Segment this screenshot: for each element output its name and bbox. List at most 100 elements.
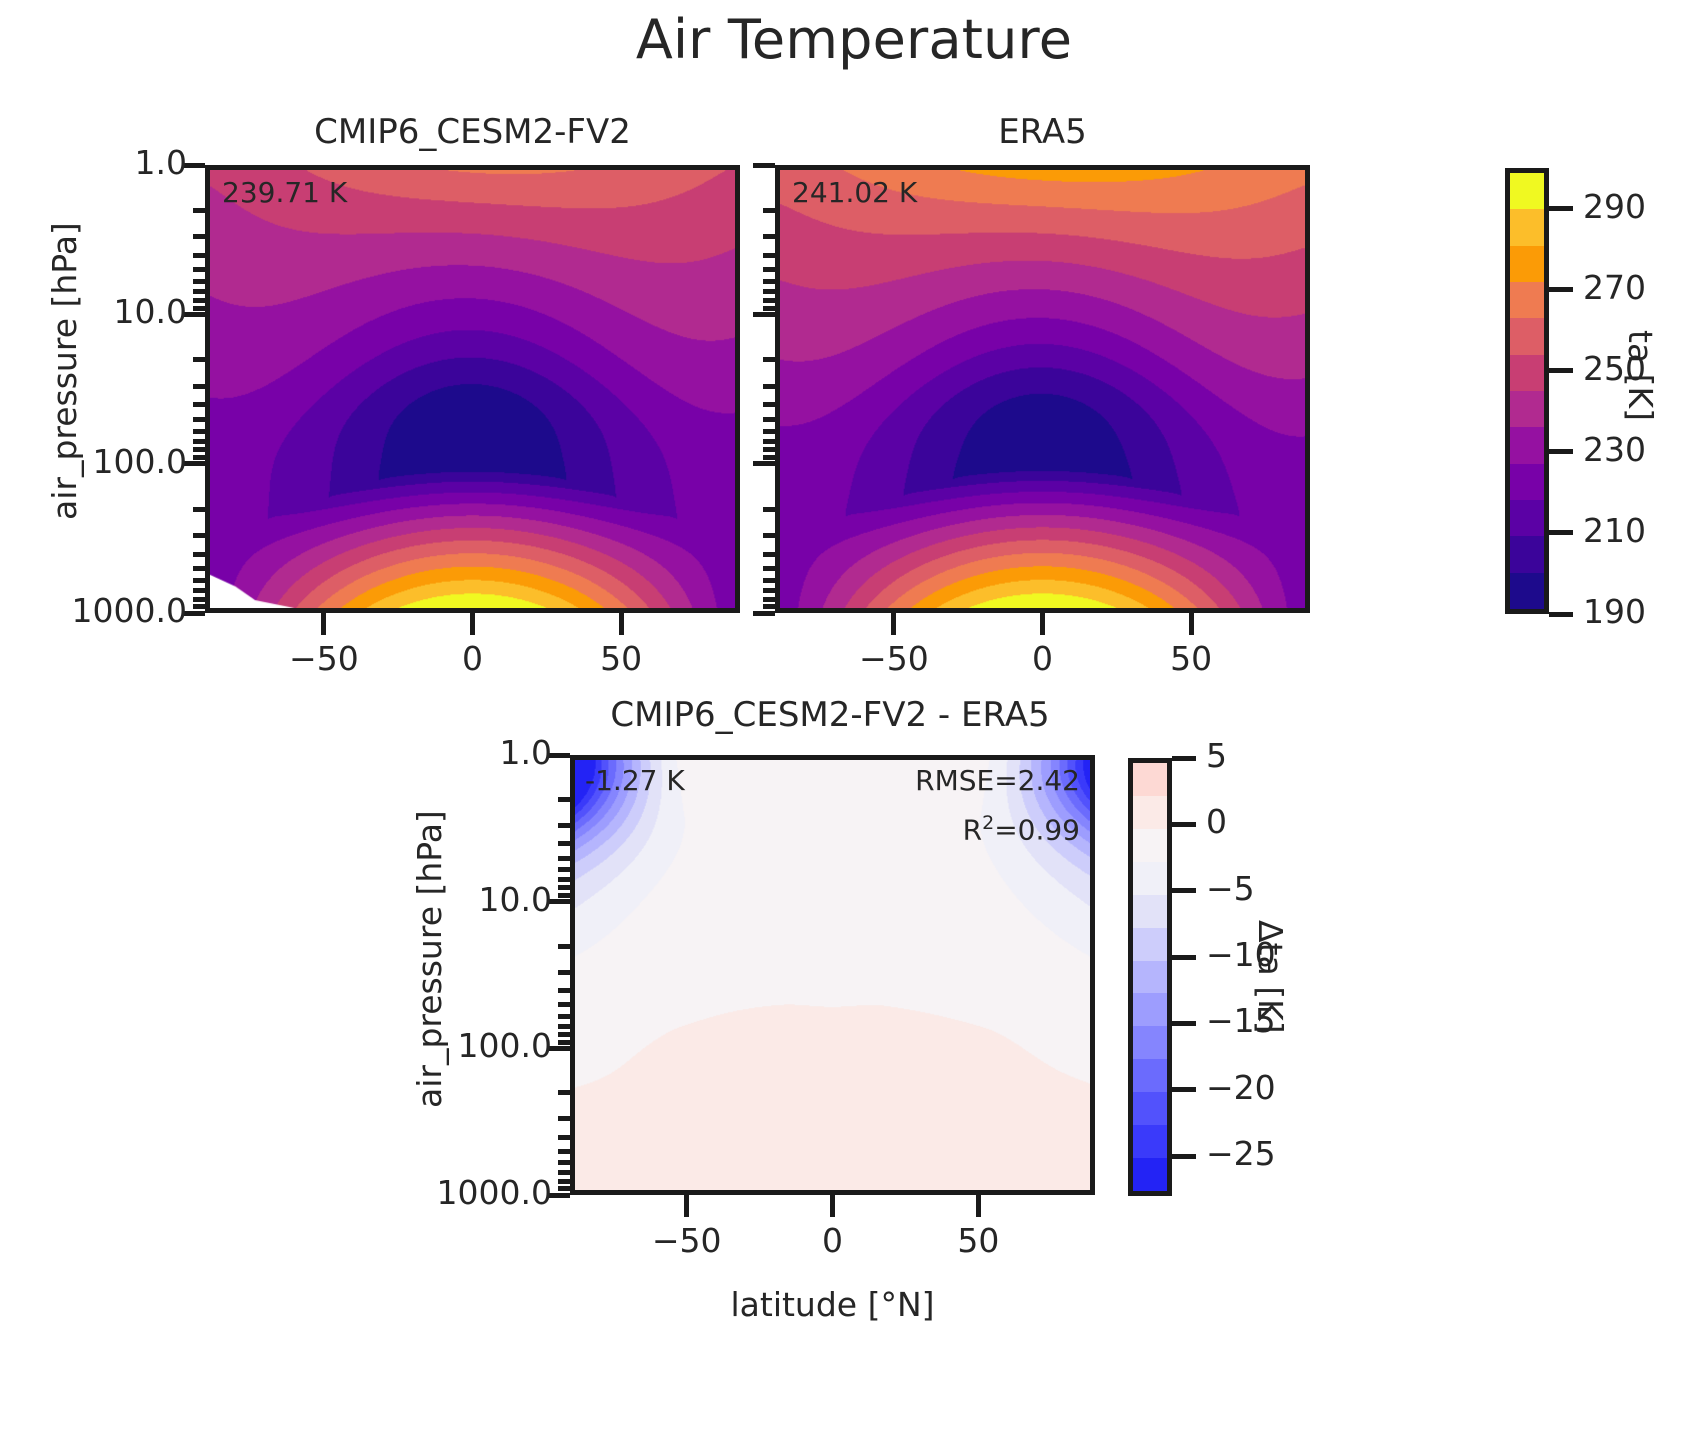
x-ticklabel: −50 xyxy=(289,639,359,678)
major-y-tick xyxy=(753,610,775,616)
x-ticklabel: −50 xyxy=(651,1221,722,1260)
panel-reference-title: ERA5 xyxy=(998,112,1087,152)
minor-y-tick xyxy=(763,357,775,363)
minor-y-tick xyxy=(558,1148,570,1154)
colorbar-ticklabel: −15 xyxy=(1206,1001,1276,1041)
colorbar-segment xyxy=(1133,894,1167,928)
colorbar-segment xyxy=(1510,427,1544,464)
minor-y-tick xyxy=(763,289,775,295)
panel-difference-plot[interactable]: -1.27 K RMSE=2.42 R2=0.99 xyxy=(570,755,1095,1195)
panel-model-title: CMIP6_CESM2-FV2 xyxy=(314,112,631,152)
minor-y-tick xyxy=(193,447,205,453)
major-x-tick xyxy=(1188,613,1194,635)
ta-colorbar-gradient xyxy=(1510,173,1544,609)
colorbar-segment xyxy=(1510,282,1544,319)
x-ticklabel: 0 xyxy=(1032,639,1053,678)
minor-y-tick xyxy=(193,357,205,363)
major-y-tick xyxy=(183,311,205,317)
minor-y-tick xyxy=(763,252,775,258)
x-ticklabel: 50 xyxy=(957,1221,1000,1260)
colorbar-segment xyxy=(1133,1158,1167,1191)
ta-colorbar[interactable] xyxy=(1505,168,1549,614)
minor-y-tick xyxy=(193,402,205,408)
minor-y-tick xyxy=(763,454,775,460)
minor-y-tick xyxy=(763,604,775,610)
x-ticklabel: 0 xyxy=(822,1221,843,1260)
colorbar-segment xyxy=(1133,1059,1167,1093)
dta-colorbar-label: Δta [K] xyxy=(1251,920,1290,1034)
minor-y-tick xyxy=(558,1002,570,1008)
minor-y-tick xyxy=(193,506,205,512)
colorbar-segment xyxy=(1133,1092,1167,1126)
major-y-tick xyxy=(753,162,775,168)
minor-y-tick xyxy=(193,289,205,295)
colorbar-segment xyxy=(1133,861,1167,895)
colorbar-segment xyxy=(1133,927,1167,961)
minor-y-tick xyxy=(763,447,775,453)
minor-y-tick xyxy=(193,428,205,434)
y-ticklabel: 10.0 xyxy=(478,879,552,919)
major-y-tick xyxy=(548,1192,570,1198)
colorbar-segment xyxy=(1133,993,1167,1027)
y-ticklabel: 1.0 xyxy=(134,143,187,182)
minor-y-tick xyxy=(558,867,570,873)
colorbar-ticklabel: 190 xyxy=(1583,592,1646,631)
x-ticklabel: 0 xyxy=(462,639,483,678)
colorbar-tick xyxy=(1172,954,1196,960)
panel-reference-plot[interactable]: 241.02 K xyxy=(775,165,1310,613)
minor-y-tick xyxy=(558,1134,570,1140)
minor-y-tick xyxy=(558,943,570,949)
dta-colorbar-gradient xyxy=(1133,763,1167,1191)
minor-y-tick xyxy=(193,279,205,285)
colorbar-ticklabel: 290 xyxy=(1583,186,1646,226)
dta-colorbar[interactable] xyxy=(1128,758,1172,1196)
colorbar-ticklabel: −25 xyxy=(1206,1134,1276,1174)
colorbar-segment xyxy=(1510,572,1544,609)
minor-y-tick xyxy=(763,234,775,240)
y-ticklabel: 1.0 xyxy=(499,733,552,772)
colorbar-ticklabel: 250 xyxy=(1583,348,1646,388)
colorbar-ticklabel: −5 xyxy=(1206,868,1255,908)
major-x-tick xyxy=(1040,613,1045,635)
minor-y-tick xyxy=(193,267,205,273)
minor-y-tick xyxy=(763,416,775,422)
minor-y-tick xyxy=(193,207,205,213)
minor-y-tick xyxy=(558,1186,570,1192)
colorbar-tick xyxy=(1172,755,1196,761)
minor-y-tick xyxy=(193,454,205,460)
minor-y-tick xyxy=(763,305,775,311)
minor-y-tick xyxy=(763,279,775,285)
minor-y-tick xyxy=(763,596,775,602)
minor-y-tick xyxy=(763,587,775,593)
minor-y-tick xyxy=(558,876,570,882)
minor-y-tick xyxy=(193,604,205,610)
minor-y-tick xyxy=(558,1090,570,1096)
panel-model-plot[interactable]: 239.71 K xyxy=(205,165,740,613)
colorbar-ticklabel: 210 xyxy=(1583,510,1646,550)
colorbar-tick xyxy=(1549,368,1573,374)
major-y-tick xyxy=(548,1045,570,1051)
major-y-tick xyxy=(548,899,570,905)
minor-y-tick xyxy=(763,506,775,512)
colorbar-segment xyxy=(1510,245,1544,282)
colorbar-segment xyxy=(1510,463,1544,500)
minor-y-tick xyxy=(763,383,775,389)
panel-model-ylabel: air_pressure [hPa] xyxy=(45,222,84,520)
colorbar-segment xyxy=(1510,391,1544,428)
colorbar-ticklabel: −20 xyxy=(1206,1067,1276,1107)
minor-y-tick xyxy=(193,297,205,303)
major-y-tick xyxy=(183,610,205,616)
colorbar-segment xyxy=(1510,354,1544,391)
minor-y-tick xyxy=(763,402,775,408)
minor-y-tick xyxy=(558,1160,570,1166)
x-ticklabel: 50 xyxy=(1170,639,1213,678)
minor-y-tick xyxy=(558,1023,570,1029)
panel-difference-xlabel: latitude [°N] xyxy=(730,1285,935,1324)
colorbar-ticklabel: −10 xyxy=(1206,935,1276,975)
minor-y-tick xyxy=(558,1116,570,1122)
colorbar-ticklabel: 5 xyxy=(1206,736,1227,775)
colorbar-tick xyxy=(1172,1153,1196,1159)
colorbar-tick xyxy=(1172,1087,1196,1093)
major-y-tick xyxy=(183,162,205,168)
colorbar-ticklabel: 0 xyxy=(1206,802,1227,842)
